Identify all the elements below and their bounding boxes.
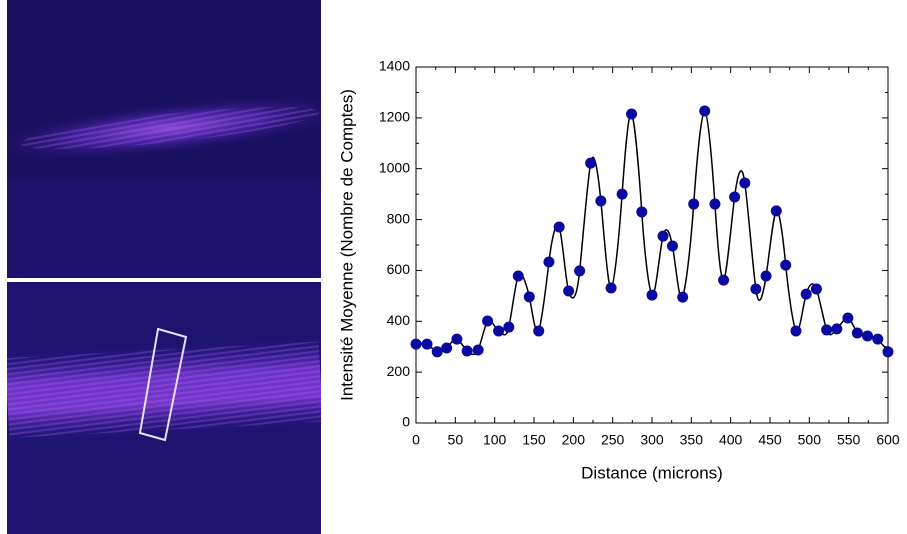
x-tick-label: 600 (876, 432, 900, 448)
image-top (7, 0, 321, 278)
data-point (750, 283, 762, 295)
data-point (709, 198, 721, 210)
data-point (441, 342, 453, 354)
data-point (616, 188, 628, 200)
data-point (451, 333, 463, 345)
data-point (882, 346, 894, 358)
data-point (431, 346, 443, 358)
x-axis-title: Distance (microns) (581, 463, 723, 482)
y-axis-title: Intensité Moyenne (Nombre de Comptes) (337, 89, 356, 401)
data-point (605, 282, 617, 294)
data-point (626, 108, 638, 120)
y-tick-label: 400 (387, 312, 411, 328)
data-point (472, 344, 484, 356)
data-point (810, 283, 822, 295)
y-tick-label: 600 (387, 261, 411, 277)
data-point (543, 256, 555, 268)
x-tick-label: 0 (412, 432, 420, 448)
data-point (831, 323, 843, 335)
image-bottom (7, 282, 321, 534)
x-tick-label: 350 (680, 432, 704, 448)
data-point (688, 198, 700, 210)
y-tick-label: 1400 (379, 58, 410, 74)
y-tick-label: 200 (387, 363, 411, 379)
x-tick-label: 450 (758, 432, 782, 448)
data-point (523, 291, 535, 303)
data-point (533, 325, 545, 337)
x-tick-label: 250 (601, 432, 625, 448)
data-point (585, 157, 597, 169)
data-point (699, 105, 711, 117)
x-tick-label: 100 (483, 432, 507, 448)
x-tick-label: 400 (719, 432, 743, 448)
data-point (503, 321, 515, 333)
data-point (553, 221, 565, 233)
data-point (677, 291, 689, 303)
x-tick-label: 300 (640, 432, 664, 448)
data-point (646, 289, 658, 301)
data-point (636, 206, 648, 218)
data-point (739, 177, 751, 189)
data-point (800, 288, 812, 300)
x-tick-label: 200 (562, 432, 586, 448)
data-point (821, 324, 833, 336)
data-point (718, 274, 730, 286)
data-point (421, 338, 433, 350)
data-point (574, 265, 586, 277)
data-point (770, 205, 782, 217)
data-point (512, 270, 524, 282)
data-point (482, 315, 494, 327)
x-tick-label: 550 (837, 432, 861, 448)
data-point (595, 195, 607, 207)
data-point (493, 325, 505, 337)
data-point (842, 312, 854, 324)
y-tick-label: 1000 (379, 159, 410, 175)
data-point (862, 330, 874, 342)
data-point (780, 259, 792, 271)
x-tick-label: 150 (522, 432, 546, 448)
data-point (410, 338, 422, 350)
x-tick-label: 50 (448, 432, 464, 448)
data-point (790, 325, 802, 337)
y-tick-label: 800 (387, 210, 411, 226)
data-point (666, 240, 678, 252)
data-point (729, 191, 741, 203)
y-tick-label: 0 (402, 414, 410, 430)
x-tick-label: 500 (798, 432, 822, 448)
data-point (657, 230, 669, 242)
plot-frame (415, 66, 889, 424)
data-point (760, 270, 772, 282)
y-tick-label: 1200 (379, 109, 410, 125)
data-point (461, 345, 473, 357)
data-point (872, 333, 884, 345)
data-point (563, 285, 575, 297)
data-point (851, 327, 863, 339)
